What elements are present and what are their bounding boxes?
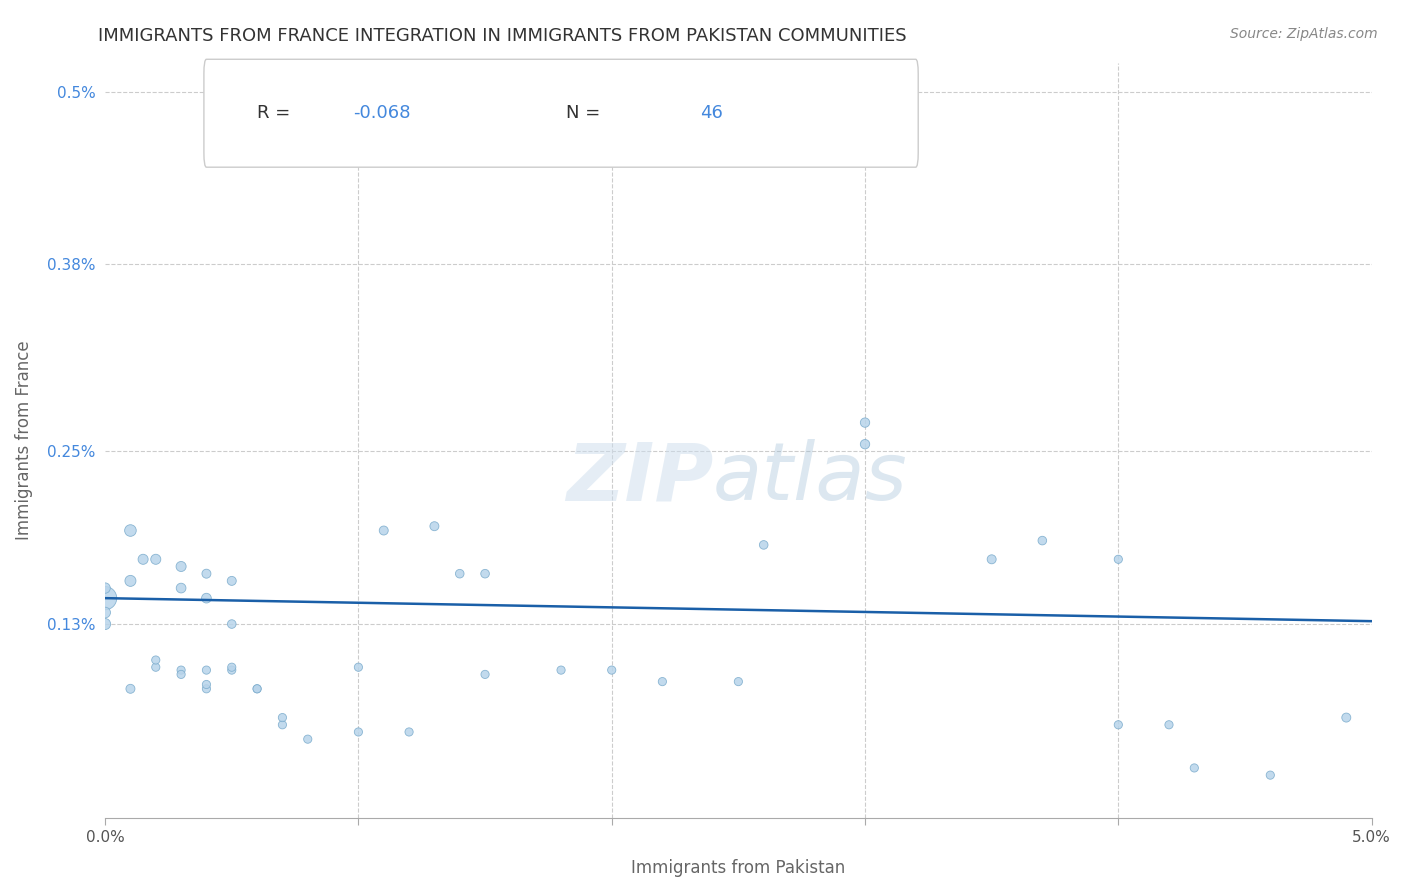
Text: atlas: atlas: [713, 440, 908, 517]
Point: [297, 732, 319, 747]
Point: [120, 524, 142, 538]
Y-axis label: Immigrants from France: Immigrants from France: [15, 341, 32, 541]
Point: [94, 617, 117, 632]
Point: [1107, 552, 1129, 566]
Point: [170, 663, 193, 677]
Point: [271, 710, 294, 724]
Point: [145, 552, 167, 566]
Point: [170, 559, 193, 574]
Point: [221, 660, 243, 674]
Point: [120, 574, 142, 588]
Point: [600, 663, 623, 677]
Text: IMMIGRANTS FROM FRANCE INTEGRATION IN IMMIGRANTS FROM PAKISTAN COMMUNITIES: IMMIGRANTS FROM FRANCE INTEGRATION IN IM…: [98, 27, 907, 45]
Point: [1107, 718, 1129, 732]
Point: [373, 524, 395, 538]
Point: [195, 681, 218, 696]
Point: [727, 674, 749, 689]
Text: 46: 46: [700, 104, 723, 122]
Point: [271, 718, 294, 732]
Point: [246, 681, 269, 696]
Text: N =: N =: [567, 104, 606, 122]
Point: [853, 416, 876, 430]
Point: [449, 566, 471, 581]
Point: [94, 581, 117, 595]
X-axis label: Immigrants from Pakistan: Immigrants from Pakistan: [631, 859, 845, 877]
Point: [195, 677, 218, 691]
Point: [1031, 533, 1053, 548]
Point: [221, 617, 243, 632]
Point: [246, 681, 269, 696]
Point: [195, 591, 218, 606]
Point: [94, 606, 117, 620]
Point: [195, 566, 218, 581]
Point: [1336, 710, 1358, 724]
Point: [195, 663, 218, 677]
Point: [347, 660, 370, 674]
Point: [1258, 768, 1281, 782]
Point: [398, 725, 420, 739]
Point: [94, 591, 117, 606]
Point: [1157, 718, 1180, 732]
Point: [221, 574, 243, 588]
Point: [423, 519, 446, 533]
Text: -0.068: -0.068: [353, 104, 411, 122]
FancyBboxPatch shape: [204, 59, 918, 167]
Point: [145, 660, 167, 674]
Point: [651, 674, 673, 689]
Point: [132, 552, 155, 566]
Point: [752, 538, 775, 552]
Point: [170, 667, 193, 681]
Point: [980, 552, 1002, 566]
Point: [221, 663, 243, 677]
Point: [145, 653, 167, 667]
Point: [170, 581, 193, 595]
Point: [550, 663, 572, 677]
Text: R =: R =: [257, 104, 297, 122]
Point: [347, 725, 370, 739]
Point: [803, 135, 825, 149]
Text: Source: ZipAtlas.com: Source: ZipAtlas.com: [1230, 27, 1378, 41]
Point: [474, 566, 496, 581]
Point: [1182, 761, 1205, 775]
Point: [474, 667, 496, 681]
Point: [120, 681, 142, 696]
Text: ZIP: ZIP: [565, 440, 713, 517]
Point: [853, 437, 876, 451]
